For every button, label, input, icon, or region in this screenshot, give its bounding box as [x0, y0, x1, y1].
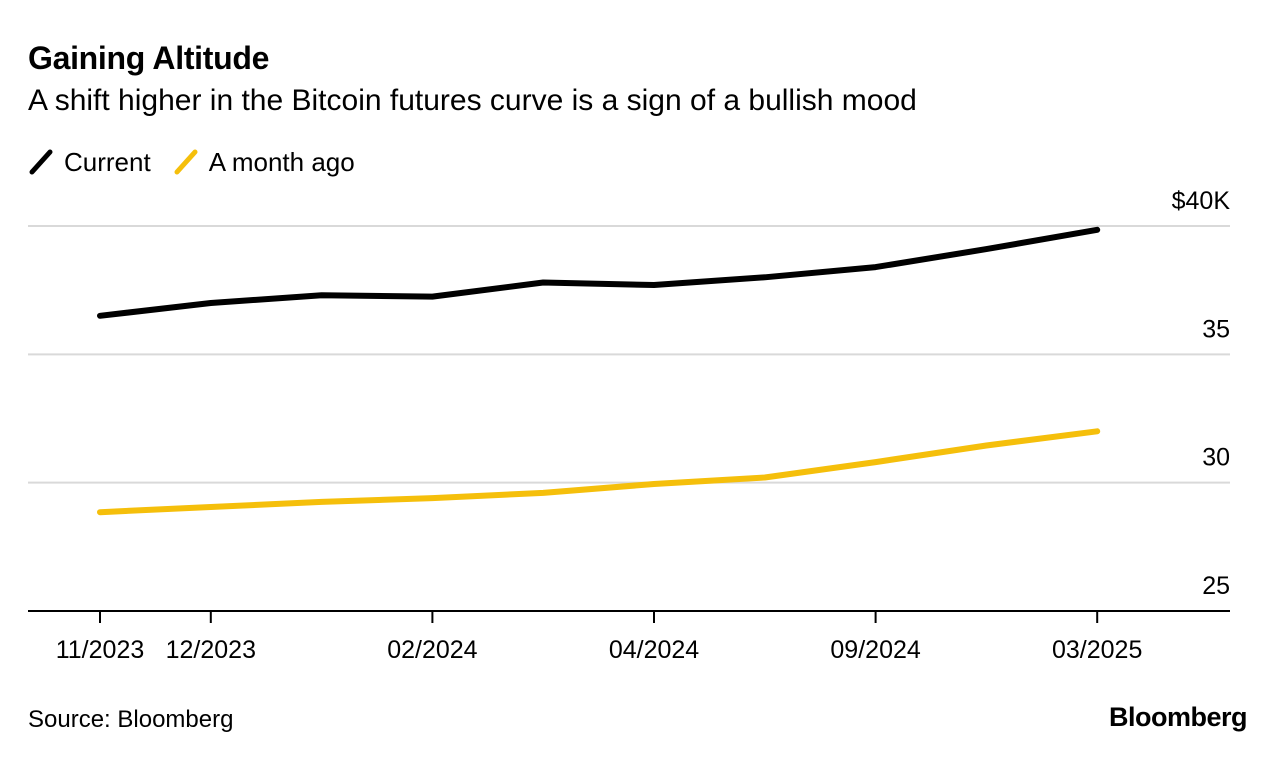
source-note: Source: Bloomberg	[28, 706, 234, 733]
y-tick-label-25: 25	[1202, 572, 1230, 600]
x-tick-label-4: 09/2024	[830, 636, 920, 664]
legend-item-current: Current	[28, 146, 151, 178]
x-axis-ticks: 11/2023 12/2023 02/2024 04/2024 09/2024 03/20…	[56, 611, 1142, 664]
y-tick-label-35: 35	[1202, 315, 1230, 343]
x-tick-label-1: 12/2023	[166, 636, 256, 664]
series-line-current	[97, 226, 1101, 319]
y-tick-label-40: $40K	[1172, 187, 1231, 215]
legend: Current A month ago	[28, 146, 377, 178]
y-tick-label-30: 30	[1202, 444, 1230, 472]
gridlines	[28, 225, 1230, 484]
legend-label-current: Current	[64, 146, 151, 177]
legend-label-month-ago: A month ago	[208, 146, 355, 177]
legend-swatch-month-ago	[174, 149, 198, 175]
chart-subtitle: A shift higher in the Bitcoin futures cu…	[28, 84, 917, 117]
legend-item-month-ago: A month ago	[173, 146, 355, 178]
x-tick-label-5: 03/2025	[1052, 636, 1142, 664]
x-tick-label-0: 11/2023	[56, 636, 145, 664]
x-tick-label-2: 02/2024	[387, 636, 477, 664]
bloomberg-logo: Bloomberg	[1108, 702, 1248, 732]
series-lines	[97, 226, 1101, 516]
x-tick-label-3: 04/2024	[609, 636, 699, 664]
y-axis-labels: 25 30 35 $40K	[1172, 187, 1231, 600]
series-line-month-ago	[97, 428, 1101, 516]
chart-title: Gaining Altitude	[28, 40, 270, 76]
legend-swatch-current	[29, 149, 53, 175]
